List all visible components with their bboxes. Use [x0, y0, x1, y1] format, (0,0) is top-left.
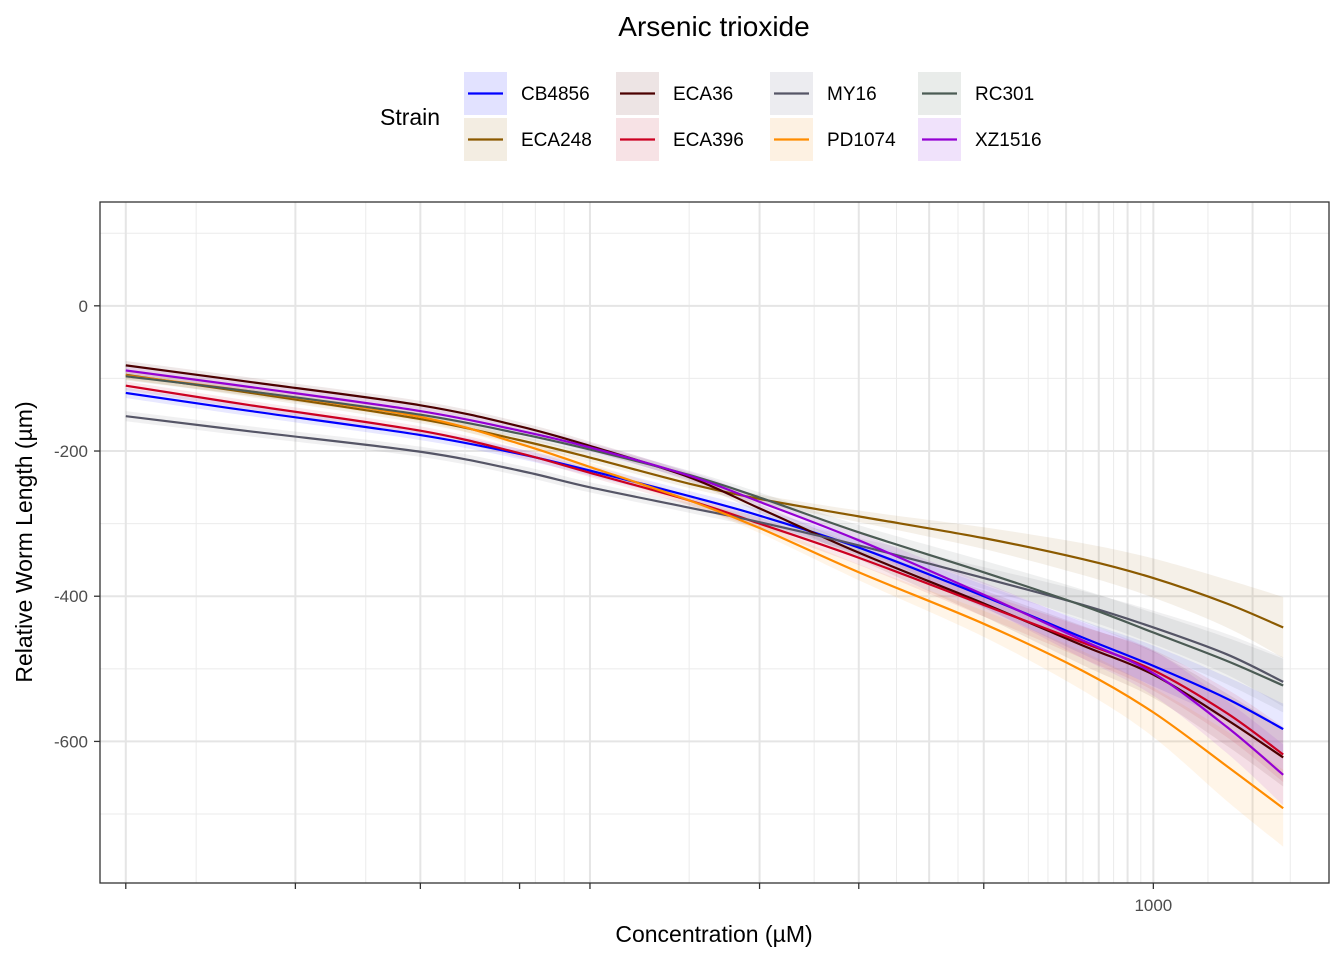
- series-lines: [125, 364, 1284, 810]
- panel-background: [100, 202, 1329, 883]
- plot-area: [99, 201, 1330, 884]
- legend-title: Strain: [380, 104, 440, 130]
- series-line-my16: [125, 415, 1284, 683]
- x-tick-label: 1000: [1134, 896, 1172, 915]
- y-tick-label: -600: [54, 732, 88, 751]
- minor-gridlines: [100, 202, 1329, 883]
- legend-label-xz1516: XZ1516: [975, 130, 1042, 151]
- legend-label-eca396: ECA396: [673, 130, 744, 151]
- major-gridlines: [100, 202, 1329, 883]
- series-line-cb4856: [125, 391, 1284, 731]
- legend: Strain CB4856 ECA248 ECA36 ECA396 MY16 PD1074…: [380, 72, 1042, 161]
- y-axis-title: Relative Worm Length (µm): [11, 401, 37, 682]
- legend-label-eca248: ECA248: [521, 130, 592, 151]
- series-line-pd1074: [125, 374, 1284, 810]
- series-line-rc301: [125, 375, 1284, 687]
- legend-label-cb4856: CB4856: [521, 84, 590, 105]
- chart-title: Arsenic trioxide: [618, 11, 809, 42]
- y-tick-label: -400: [54, 587, 88, 606]
- panel-border: [99, 201, 1330, 884]
- legend-label-my16: MY16: [827, 84, 877, 105]
- series-line-xz1516: [125, 369, 1284, 776]
- axes: 0 -200 -400 -600 1000: [54, 297, 1172, 915]
- y-tick-label: -200: [54, 442, 88, 461]
- legend-label-eca36: ECA36: [673, 84, 733, 105]
- y-tick-label: 0: [79, 297, 88, 316]
- legend-label-pd1074: PD1074: [827, 130, 896, 151]
- x-axis-title: Concentration (µM): [615, 921, 812, 947]
- series-line-eca36: [125, 364, 1284, 759]
- legend-label-rc301: RC301: [975, 84, 1034, 105]
